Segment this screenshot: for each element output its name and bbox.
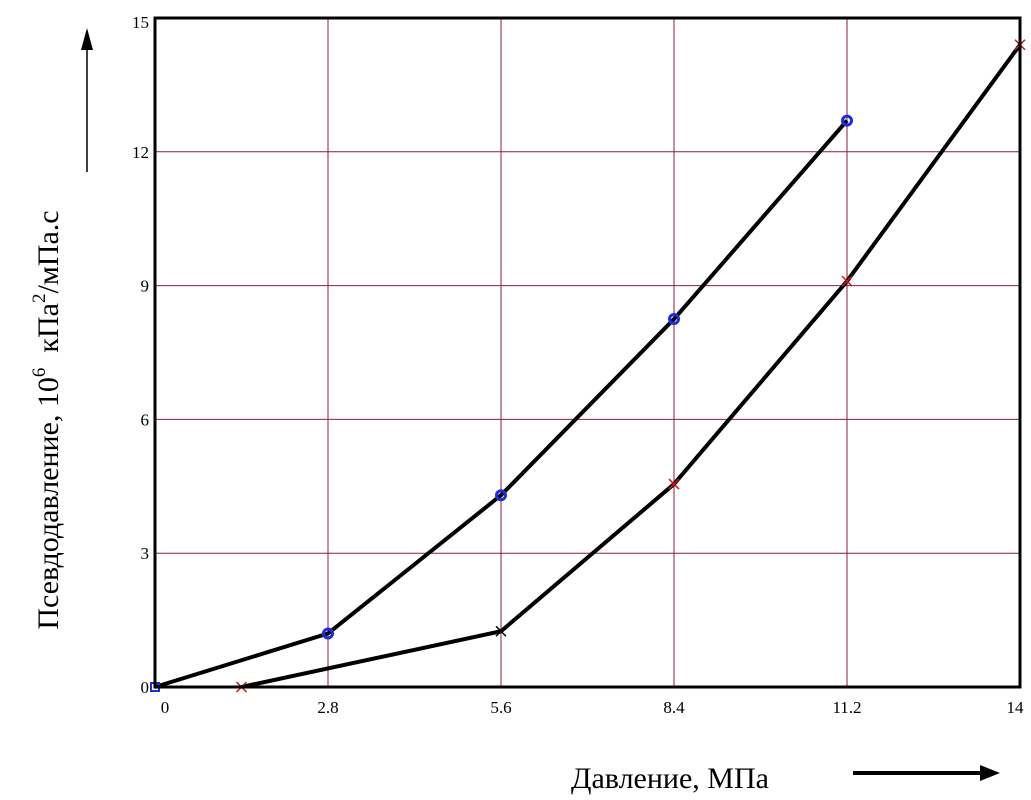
y-tick-label: 3 [141,544,150,563]
x-tick-label: 8.4 [663,698,685,717]
y-axis-arrow-icon [81,28,93,172]
y-axis-title-exponent: 6 [29,368,50,378]
plot-frame [153,16,1022,689]
y-axis-title-unit: кПа [32,303,65,368]
data-point [841,114,853,127]
series-line [154,119,849,689]
data-point [495,489,507,502]
marker-stroke [841,275,853,287]
grid [155,18,1020,687]
x-axis-title: Давление, МПа [571,762,769,795]
y-axis-title-prefix: Псевдодавление, 10 [32,377,65,630]
y-tick-label: 6 [141,410,150,429]
data-point [668,478,680,490]
series-layer [150,39,1026,693]
y-tick-label: 0 [141,678,150,697]
y-axis-title: Псевдодавление, 106 кПа2/мПа.с [29,210,65,629]
y-tick-label: 9 [141,277,150,296]
data-point [841,275,853,287]
x-axis-arrow-icon [853,765,1000,781]
tick-labels: 0 2.8 5.6 8.4 11.2 14 0 3 6 9 12 15 [132,13,1024,717]
y-tick-label: 15 [132,13,149,32]
marker-stroke [495,625,507,637]
y-axis-title-unit-exponent: 2 [29,294,50,304]
x-tick-label: 2.8 [317,698,338,717]
y-axis-title-unit-suffix: /мПа.с [32,210,65,293]
x-tick-label: 0 [161,698,170,717]
y-tick-label: 12 [132,143,149,162]
data-point [322,627,334,640]
series-1 [150,114,853,692]
x-tick-label: 11.2 [832,698,861,717]
data-point [668,313,680,326]
x-tick-label: 14 [1007,698,1025,717]
data-point [495,625,507,637]
x-tick-label: 5.6 [490,698,511,717]
marker-stroke [668,478,680,490]
